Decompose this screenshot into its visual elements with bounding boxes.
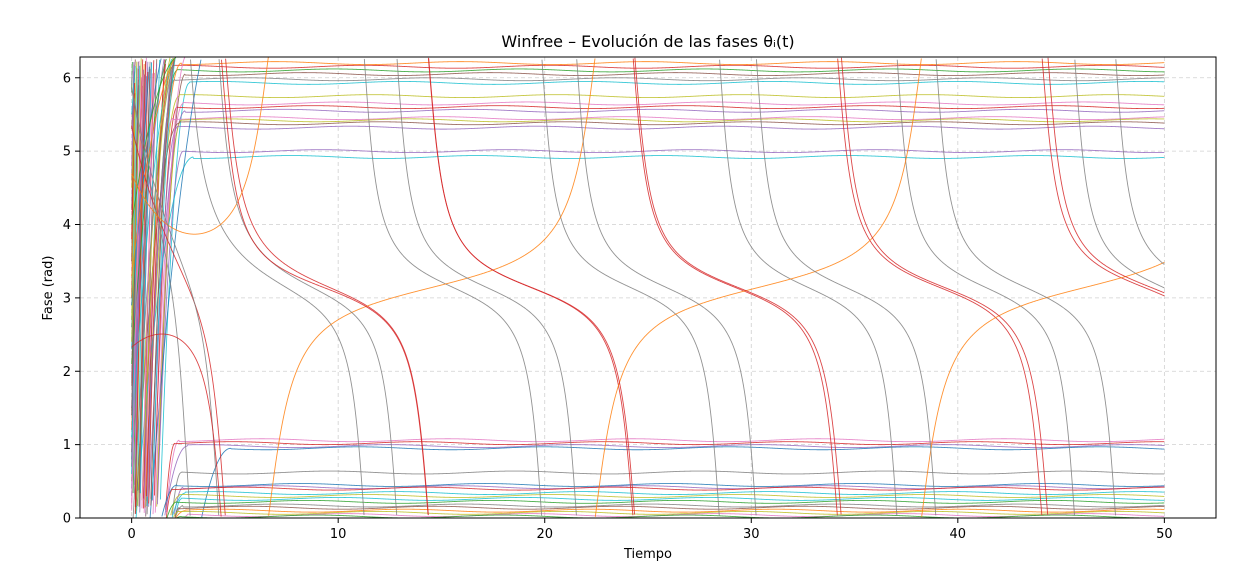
x-tick-label: 40 [950, 527, 967, 542]
x-tick-label: 20 [536, 527, 553, 542]
x-axis: 0 10 20 30 40 50 [127, 518, 1173, 542]
y-tick-label: 1 [63, 438, 71, 453]
y-tick-label: 2 [63, 365, 71, 380]
phase-line-drifting [131, 57, 1165, 517]
y-tick-label: 3 [63, 291, 71, 306]
x-tick-label: 10 [330, 527, 347, 542]
phase-line-drifting [131, 58, 1165, 516]
y-tick-label: 5 [63, 145, 71, 160]
plot-frame [79, 56, 1217, 519]
phase-line-locked [131, 58, 1165, 515]
phase-line-locked [131, 59, 1165, 518]
phase-line-locked [131, 58, 1165, 517]
x-tick-label: 30 [743, 527, 760, 542]
phase-line-locked [131, 57, 1165, 517]
y-axis: 0 1 2 3 4 5 6 [63, 71, 80, 527]
y-tick-label: 6 [63, 71, 71, 86]
phase-line-locked [131, 57, 1165, 518]
y-axis-label: Fase (rad) [41, 256, 56, 321]
chart-title: Winfree – Evolución de las fases θᵢ(t) [501, 32, 794, 51]
phase-line-drifting [131, 58, 1165, 516]
phase-line-locked [131, 57, 1165, 518]
plot-lines [131, 57, 1165, 518]
x-tick-label: 50 [1156, 527, 1173, 542]
phase-line-locked [131, 66, 1165, 518]
y-tick-label: 0 [63, 512, 71, 527]
x-axis-label: Tiempo [623, 547, 672, 562]
x-tick-label: 0 [127, 527, 135, 542]
y-tick-label: 4 [63, 218, 71, 233]
phase-line-drifting [131, 57, 1165, 517]
